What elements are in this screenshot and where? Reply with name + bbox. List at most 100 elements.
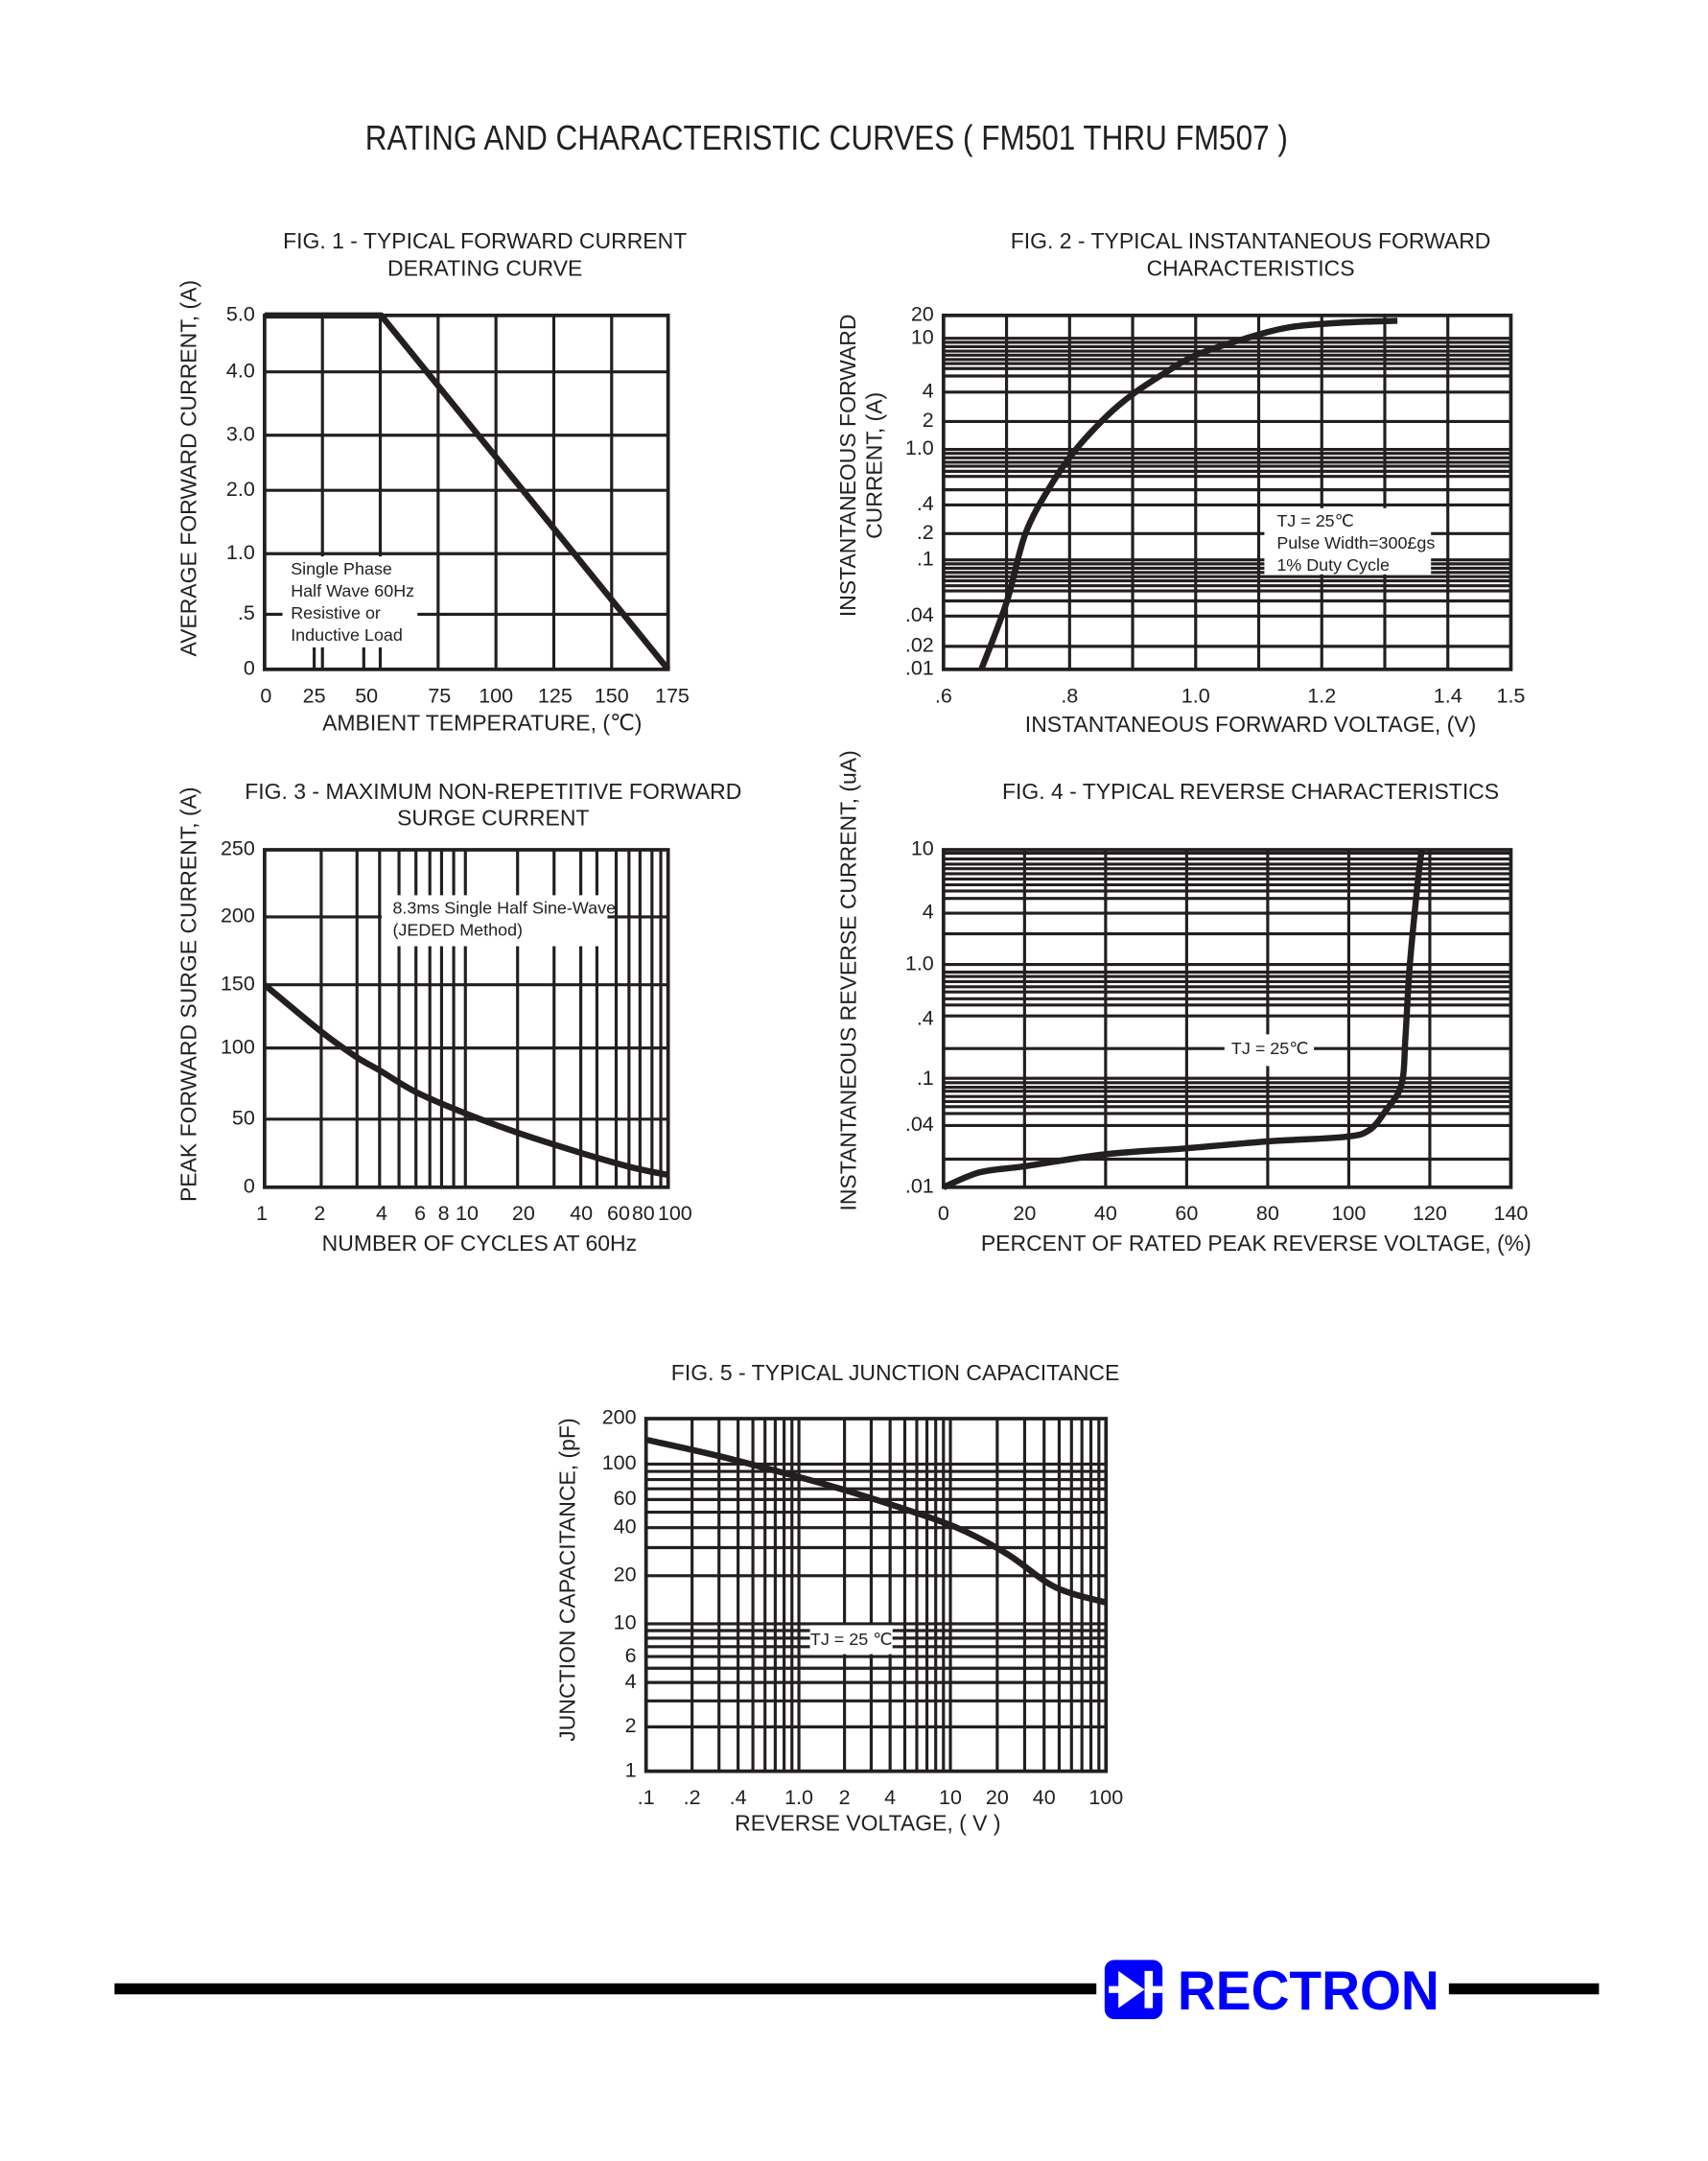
fig5-x-tick-label: 1.0 [784, 1786, 813, 1809]
fig4-y-tick-label: 10 [911, 837, 934, 860]
fig1-y-tick-label: 4.0 [226, 359, 255, 382]
fig1-x-tick-label: 100 [479, 684, 513, 707]
fig5-y-tick-label: 2 [625, 1714, 637, 1737]
fig5-chart: 200 100 60 40 20 10 6 4 2 1.1 .2 .4 1.0 2 4 10 20 40 100 FI… [554, 1360, 1123, 1836]
fig5-x-tick-label: .2 [684, 1786, 701, 1809]
fig4-y-tick-label: .04 [905, 1113, 934, 1136]
fig1-annotation: Half Wave 60Hz [291, 581, 414, 600]
fig3-x-tick-label: 80 [632, 1202, 655, 1225]
fig3-series-curve [262, 982, 669, 1179]
fig3-x-tick-label: 1 [256, 1202, 268, 1225]
fig4-x-tick-label: 140 [1493, 1202, 1528, 1225]
fig2-series-curve [978, 317, 1398, 671]
fig1-series-curve [264, 312, 671, 671]
fig2-y-tick-label: .1 [917, 547, 934, 570]
footer-rule-right [1448, 1983, 1600, 1995]
fig2-y-tick-label: 20 [911, 303, 934, 326]
fig4-series-curve [942, 849, 1425, 1190]
fig4-y-tick-label: .4 [917, 1006, 934, 1029]
fig3-y-tick-label: 200 [221, 904, 255, 928]
fig2-title: FIG. 2 - TYPICAL INSTANTANEOUS FORWARD [1011, 228, 1491, 253]
fig4-y-tick-label: .01 [905, 1174, 934, 1197]
fig3-x-tick-label: 10 [456, 1202, 479, 1225]
fig1-y-tick-label: 1.0 [226, 541, 255, 564]
fig1-annotation: Inductive Load [291, 625, 403, 645]
fig3-x-tick-label: 2 [314, 1202, 325, 1225]
fig5-x-tick-label: .4 [730, 1786, 747, 1809]
fig1-x-tick-label: 50 [355, 684, 378, 707]
fig2-title: CHARACTERISTICS [1147, 256, 1355, 281]
fig4-plot-frame [941, 848, 1513, 1189]
fig2-x-tick-label: 1.5 [1496, 684, 1525, 707]
fig4-chart: 10 4 1.0 .4 .1 .04 .010 20 40 60 80 100 120 140 FIG. 4… [835, 750, 1531, 1256]
fig5-y-tick-label: 1 [625, 1758, 637, 1781]
fig5-title: FIG. 5 - TYPICAL JUNCTION CAPACITANCE [671, 1360, 1120, 1385]
fig5-x-tick-label: 20 [986, 1786, 1009, 1809]
fig2-plot-frame [941, 313, 1513, 671]
fig1-x-tick-label: 175 [655, 684, 690, 707]
fig3-y-tick-label: 50 [232, 1107, 255, 1130]
fig3-y-tick-label: 250 [221, 837, 255, 860]
fig5-series-curve [644, 1436, 1108, 1606]
fig5-x-tick-label: 2 [839, 1786, 851, 1809]
fig3-x-tick-label: 20 [512, 1202, 535, 1225]
fig2-y-tick-label: .2 [917, 521, 934, 544]
fig1-title: DERATING CURVE [387, 256, 582, 281]
fig5-annotation-box [809, 1625, 893, 1655]
fig5-y-axis-title: JUNCTION CAPACITANCE, (pF) [554, 1418, 579, 1741]
fig2-x-axis-title: INSTANTANEOUS FORWARD VOLTAGE, (V) [1025, 712, 1476, 737]
fig2-annotation: Pulse Width=300£gs [1276, 533, 1435, 552]
diode-icon [1104, 1960, 1163, 2020]
fig5-y-tick-label: 200 [602, 1406, 637, 1429]
fig1-x-tick-label: 125 [538, 684, 573, 707]
fig5-x-axis-title: REVERSE VOLTAGE, ( V ) [735, 1811, 1000, 1836]
fig2-annotation: TJ = 25℃ [1276, 511, 1353, 530]
fig1-x-tick-label: 150 [595, 684, 629, 707]
fig5-y-tick-label: 6 [625, 1644, 637, 1667]
fig3-plot-frame [263, 848, 670, 1189]
fig1-y-tick-label: 0 [244, 657, 255, 680]
fig5-x-tick-label: .1 [638, 1786, 655, 1809]
fig2-y-axis-title: INSTANTANEOUS FORWARD [835, 315, 860, 618]
fig3-x-tick-label: 8 [438, 1202, 450, 1225]
fig4-x-tick-label: 40 [1094, 1202, 1117, 1225]
fig5-x-tick-label: 4 [884, 1786, 896, 1809]
fig4-x-tick-label: 100 [1331, 1202, 1366, 1225]
fig2-x-tick-label: .8 [1061, 684, 1078, 707]
fig1-annotation: Single Phase [291, 559, 392, 578]
fig2-y-tick-label: 4 [923, 380, 934, 403]
fig3-y-tick-label: 100 [221, 1035, 255, 1058]
fig2-y-tick-label: .02 [905, 634, 934, 657]
fig4-x-tick-label: 20 [1013, 1202, 1036, 1225]
footer: RECTRON [114, 1960, 1600, 2022]
fig5-x-tick-label: 10 [939, 1786, 962, 1809]
footer-rule-left [114, 1983, 1097, 1995]
fig2-y-tick-label: 1.0 [905, 436, 934, 459]
fig4-annotation-box [1224, 1034, 1315, 1067]
fig5-y-tick-label: 40 [614, 1515, 637, 1538]
fig5-y-tick-label: 10 [614, 1611, 637, 1634]
fig1-annotation-box [282, 556, 418, 647]
page-title: RATING AND CHARACTERISTIC CURVES ( FM501… [365, 119, 1288, 157]
fig5-x-tick-label: 40 [1033, 1786, 1056, 1809]
brand-logo-text: RECTRON [1178, 1961, 1439, 2022]
fig1-plot-frame [263, 313, 670, 671]
fig4-y-tick-label: .1 [917, 1067, 934, 1090]
fig2-x-tick-label: .6 [935, 684, 952, 707]
fig1-y-tick-label: 5.0 [226, 303, 255, 326]
fig2-annotation-box [1264, 507, 1432, 575]
fig2-y-axis-title: CURRENT, (A) [862, 392, 887, 539]
fig1-title: FIG. 1 - TYPICAL FORWARD CURRENT [283, 228, 687, 253]
fig3-y-axis-title: PEAK FORWARD SURGE CURRENT, (A) [175, 787, 200, 1202]
fig1-chart: 5.0 4.0 3.0 2.0 1.0 .5 00 25 50 75 100 125 150 175 FIG… [175, 228, 689, 736]
fig3-annotation: 8.3ms Single Half Sine-Wave [392, 898, 616, 917]
fig3-x-tick-label: 60 [607, 1202, 630, 1225]
fig5-y-tick-label: 20 [614, 1563, 637, 1586]
fig4-y-tick-label: 4 [923, 901, 934, 924]
fig4-x-tick-label: 80 [1256, 1202, 1279, 1225]
fig4-y-axis-title: INSTANTANEOUS REVERSE CURRENT, (uA) [835, 750, 860, 1210]
fig2-y-tick-label: .01 [905, 657, 934, 680]
fig3-x-tick-label: 4 [376, 1202, 387, 1225]
fig1-y-tick-label: 2.0 [226, 478, 255, 501]
